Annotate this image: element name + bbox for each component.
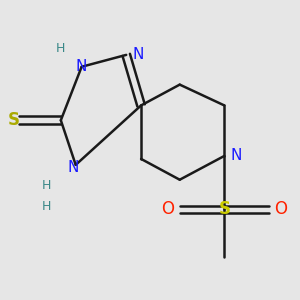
Text: N: N [67,160,78,175]
Text: H: H [41,179,51,192]
Text: H: H [56,42,65,56]
Text: N: N [132,47,144,62]
Text: H: H [41,200,51,213]
Text: O: O [274,200,287,218]
Text: S: S [218,200,230,218]
Text: O: O [161,200,174,218]
Text: N: N [230,148,242,164]
Text: S: S [7,111,19,129]
Text: N: N [76,59,87,74]
